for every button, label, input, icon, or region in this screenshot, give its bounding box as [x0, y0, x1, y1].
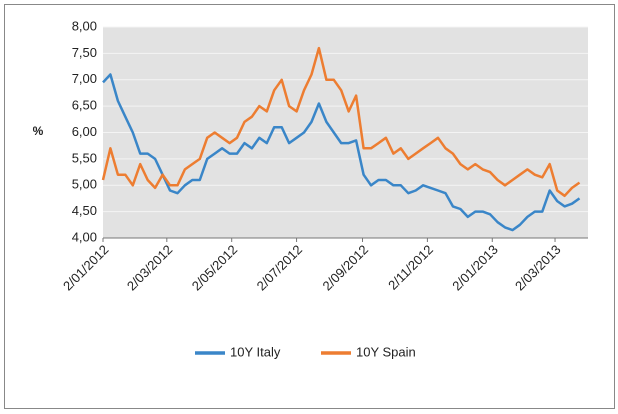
y-tick-label: 4,50 [72, 203, 97, 218]
legend-label: 10Y Spain [356, 344, 416, 359]
y-tick-label: 6,00 [72, 124, 97, 139]
series-line [102, 73, 581, 232]
legend-label: 10Y Italy [230, 344, 281, 359]
y-tick-label: 7,50 [72, 45, 97, 60]
y-tick-label: 6,50 [72, 98, 97, 113]
series-line [101, 46, 581, 198]
y-tick-label: 7,00 [72, 71, 97, 86]
y-tick-label: 5,00 [72, 177, 97, 192]
y-axis-label: % [33, 124, 44, 138]
y-tick-label: 5,50 [72, 150, 97, 165]
y-tick-label: 8,00 [72, 18, 97, 33]
y-tick-label: 4,00 [72, 229, 97, 244]
